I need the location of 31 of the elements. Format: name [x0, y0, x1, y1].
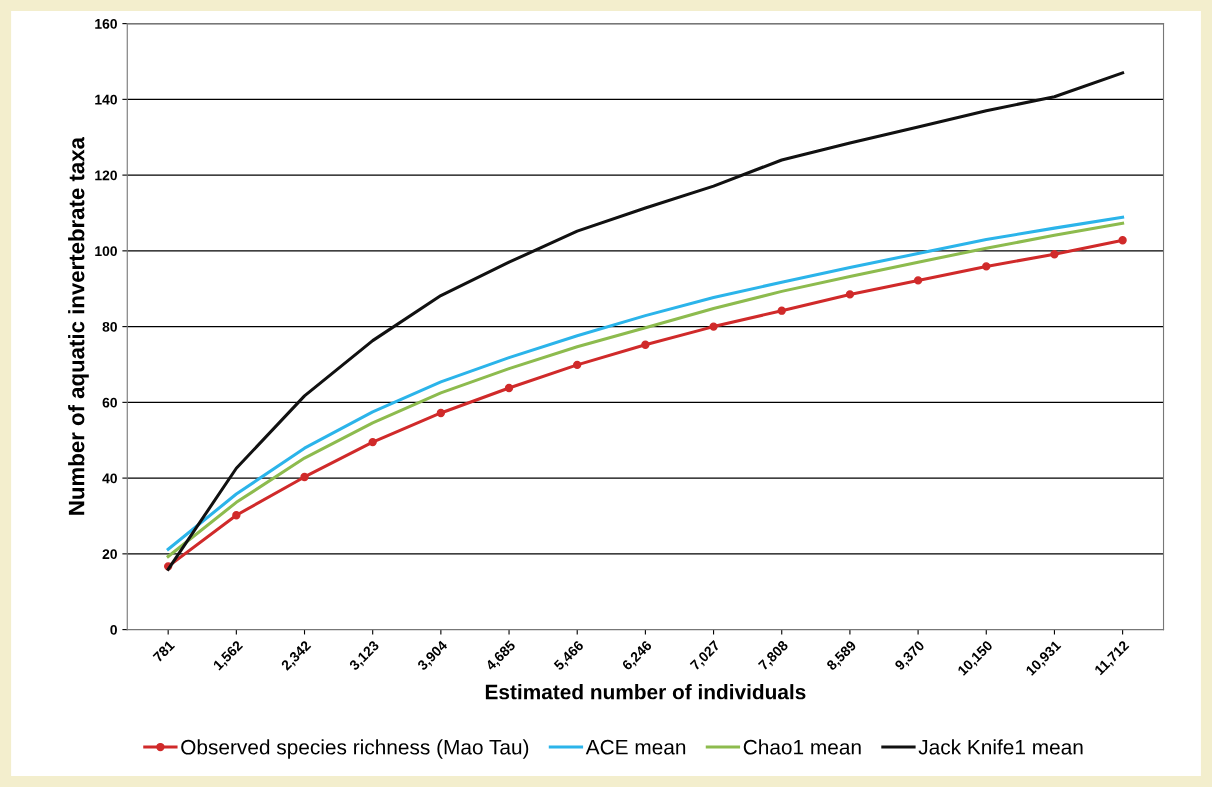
- y-tick-label: 160: [95, 18, 117, 29]
- line-series: [166, 71, 1125, 571]
- y-tick-label: 80: [102, 321, 117, 332]
- legend-label: ACE mean: [585, 739, 686, 755]
- point: [1118, 236, 1127, 245]
- point: [504, 383, 514, 393]
- legend-label: Observed species richness (Mao Tau): [181, 739, 529, 759]
- y-axis-title: Number of aquatic invertebrate taxa: [68, 136, 89, 515]
- point: [436, 408, 446, 418]
- legend-label: Jack Knife1 mean: [918, 739, 1083, 755]
- point: [845, 290, 855, 299]
- y-tick-label: 120: [95, 170, 117, 181]
- point: [709, 322, 718, 331]
- y-tick-label: 140: [95, 94, 117, 105]
- y-tick-label: 40: [102, 473, 117, 484]
- point: [573, 360, 582, 370]
- point: [368, 437, 377, 447]
- y-tick-label: 0: [110, 624, 117, 635]
- x-tick-label: 781: [152, 639, 176, 663]
- point: [1050, 250, 1059, 259]
- y-tick-label: 20: [102, 549, 117, 560]
- point: [777, 306, 786, 315]
- y-tick-label: 60: [102, 397, 117, 408]
- point: [300, 472, 309, 482]
- point: [913, 276, 923, 285]
- y-tick-label: 100: [95, 246, 117, 257]
- point: [232, 511, 241, 520]
- point: [641, 340, 650, 349]
- x-axis-title: Estimated number of individuals: [485, 684, 806, 700]
- point: [982, 262, 991, 271]
- legend-label: Chao1 mean: [743, 739, 861, 755]
